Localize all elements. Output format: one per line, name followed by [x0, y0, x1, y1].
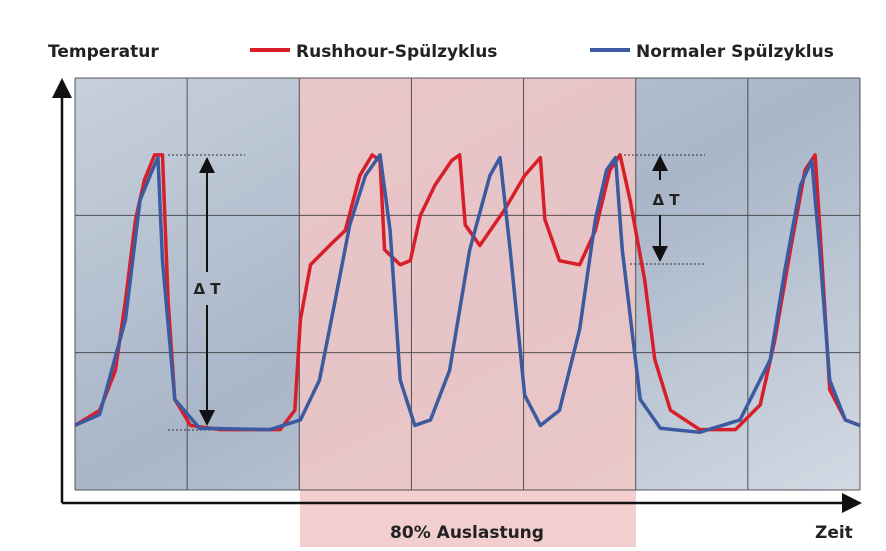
delta-label: Δ T — [652, 191, 680, 209]
legend-label: Rushhour-Spülzyklus — [296, 42, 497, 62]
delta-label: Δ T — [193, 280, 221, 298]
y-axis-label: Temperatur — [48, 42, 159, 62]
chart: Temperatur Zeit 80% Auslastung Δ T Δ T R… — [0, 0, 886, 547]
load-region — [300, 78, 636, 547]
x-axis-label: Zeit — [815, 523, 853, 543]
legend-label: Normaler Spülzyklus — [636, 42, 834, 62]
load-label: 80% Auslastung — [390, 523, 544, 543]
